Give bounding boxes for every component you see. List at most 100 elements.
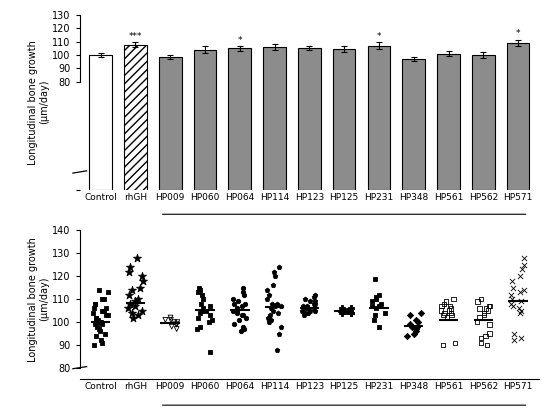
Bar	[124, 45, 147, 190]
Point	[199, 296, 208, 303]
Point	[274, 309, 283, 316]
Point	[481, 333, 490, 339]
Point	[89, 309, 98, 316]
Point	[300, 296, 309, 303]
Point	[233, 307, 241, 314]
Point	[375, 291, 383, 298]
Point	[298, 307, 306, 314]
Point	[240, 291, 249, 298]
Point	[451, 339, 460, 346]
Point	[96, 337, 105, 344]
Point	[414, 319, 422, 325]
Point	[96, 328, 104, 334]
Point	[229, 321, 238, 328]
Point	[375, 324, 383, 330]
Point	[381, 309, 389, 316]
Point	[338, 309, 346, 316]
Point	[506, 300, 515, 307]
Point	[263, 296, 272, 303]
Point	[94, 317, 102, 323]
Point	[97, 319, 106, 325]
Point	[98, 307, 107, 314]
Point	[473, 298, 482, 305]
Point	[340, 307, 349, 314]
Point	[311, 291, 320, 298]
Point	[92, 333, 101, 339]
Point	[271, 273, 279, 280]
Bar	[159, 57, 182, 190]
Point	[98, 296, 107, 303]
Point	[442, 298, 450, 305]
Point	[485, 303, 493, 309]
Point	[102, 305, 111, 312]
Point	[229, 300, 238, 307]
Point	[413, 324, 422, 330]
Point	[411, 326, 420, 332]
Point	[126, 264, 135, 270]
Text: ***: ***	[129, 33, 142, 41]
Point	[266, 312, 275, 319]
Point	[201, 307, 210, 314]
Point	[241, 300, 250, 307]
Point	[265, 319, 274, 325]
Point	[269, 307, 278, 314]
Point	[167, 317, 175, 323]
Point	[91, 300, 100, 307]
Point	[371, 305, 380, 312]
Point	[475, 305, 484, 312]
Point	[447, 305, 455, 312]
Point	[193, 326, 202, 332]
Point	[337, 307, 346, 314]
Point	[101, 330, 109, 337]
Point	[405, 312, 414, 319]
Point	[515, 289, 524, 296]
Point	[272, 346, 281, 353]
Point	[198, 291, 207, 298]
Point	[239, 324, 248, 330]
Point	[173, 319, 182, 325]
Point	[371, 296, 380, 303]
Point	[194, 289, 202, 296]
Point	[509, 303, 518, 309]
Point	[239, 326, 248, 332]
Point	[301, 305, 310, 312]
Point	[199, 305, 207, 312]
Point	[91, 317, 100, 323]
Point	[346, 305, 355, 312]
Point	[440, 309, 449, 316]
Point	[484, 307, 493, 314]
Point	[233, 309, 241, 316]
Point	[516, 309, 525, 316]
Point	[480, 309, 488, 316]
Bar	[403, 59, 425, 190]
Point	[128, 314, 137, 321]
Point	[239, 289, 248, 296]
Point	[95, 319, 104, 325]
Point	[194, 284, 203, 291]
Point	[343, 307, 351, 314]
Point	[93, 319, 102, 325]
Text: 300mg/kg, p.o.: 300mg/kg, p.o.	[307, 232, 381, 242]
Point	[480, 312, 488, 319]
Point	[449, 296, 458, 303]
Point	[368, 303, 377, 309]
Point	[91, 300, 100, 307]
Point	[89, 342, 98, 349]
Point	[125, 291, 134, 298]
Bar	[472, 55, 494, 190]
Point	[277, 303, 285, 309]
Point	[447, 312, 456, 319]
Point	[506, 291, 515, 298]
Point	[509, 284, 518, 291]
Point	[444, 307, 453, 314]
Point	[442, 314, 451, 321]
Point	[239, 284, 248, 291]
Point	[101, 312, 110, 319]
Point	[306, 298, 315, 305]
Point	[100, 307, 108, 314]
Point	[369, 317, 378, 323]
Point	[170, 319, 179, 325]
Point	[438, 342, 447, 349]
Point	[269, 282, 278, 289]
Point	[166, 314, 175, 321]
